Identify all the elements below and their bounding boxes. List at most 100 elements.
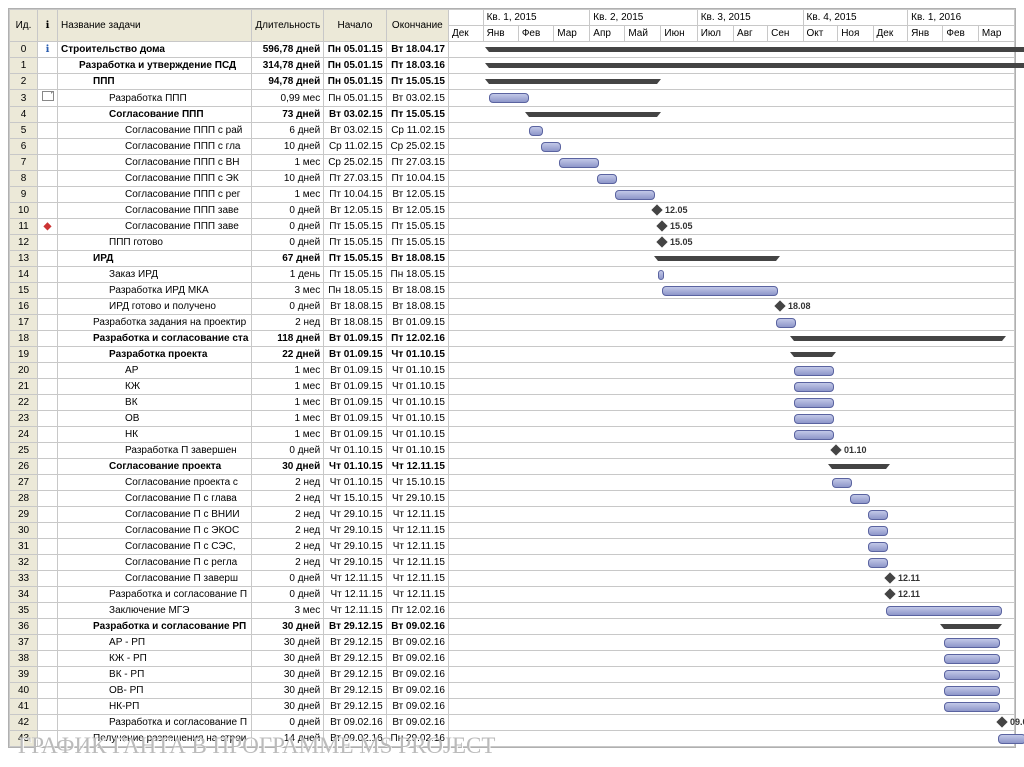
gantt-cell[interactable] [448, 523, 1014, 539]
task-bar[interactable] [794, 414, 834, 424]
gantt-cell[interactable] [448, 267, 1014, 283]
milestone-icon[interactable] [656, 236, 667, 247]
task-row[interactable]: 8Согласование ППП с ЭК10 днейПт 27.03.15… [10, 171, 1015, 187]
task-row[interactable]: 1Разработка и утверждение ПСД314,78 дней… [10, 58, 1015, 74]
task-row[interactable]: 35Заключение МГЭ3 месЧт 12.11.15Пт 12.02… [10, 603, 1015, 619]
gantt-cell[interactable] [448, 251, 1014, 267]
task-bar[interactable] [794, 366, 834, 376]
col-id[interactable]: Ид. [10, 10, 38, 42]
gantt-cell[interactable] [448, 411, 1014, 427]
gantt-cell[interactable] [448, 331, 1014, 347]
col-duration[interactable]: Длительность [252, 10, 324, 42]
gantt-cell[interactable] [448, 139, 1014, 155]
task-row[interactable]: 40ОВ- РП30 днейВт 29.12.15Вт 09.02.16 [10, 683, 1015, 699]
gantt-cell[interactable] [448, 379, 1014, 395]
task-bar[interactable] [944, 686, 1000, 696]
gantt-cell[interactable] [448, 315, 1014, 331]
task-row[interactable]: 39ВК - РП30 днейВт 29.12.15Вт 09.02.16 [10, 667, 1015, 683]
task-row[interactable]: 9Согласование ППП с рег1 месПт 10.04.15В… [10, 187, 1015, 203]
task-row[interactable]: 10Согласование ППП заве0 днейВт 12.05.15… [10, 203, 1015, 219]
task-row[interactable]: 32Согласование П с регла2 недЧт 29.10.15… [10, 555, 1015, 571]
col-indicator[interactable]: ℹ [38, 10, 58, 42]
task-row[interactable]: 36Разработка и согласование РП30 днейВт … [10, 619, 1015, 635]
gantt-cell[interactable] [448, 619, 1014, 635]
task-row[interactable]: 5Согласование ППП с рай6 днейВт 03.02.15… [10, 123, 1015, 139]
task-row[interactable]: 21КЖ1 месВт 01.09.15Чт 01.10.15 [10, 379, 1015, 395]
task-bar[interactable] [868, 558, 888, 568]
task-row[interactable]: 13ИРД67 днейПт 15.05.15Вт 18.08.15 [10, 251, 1015, 267]
col-end[interactable]: Окончание [386, 10, 448, 42]
gantt-cell[interactable] [448, 667, 1014, 683]
milestone-icon[interactable] [830, 444, 841, 455]
gantt-cell[interactable] [448, 731, 1014, 747]
task-bar[interactable] [794, 382, 834, 392]
task-row[interactable]: 11◆Согласование ППП заве0 днейПт 15.05.1… [10, 219, 1015, 235]
summary-bar[interactable] [794, 336, 1002, 341]
task-row[interactable]: 3Разработка ППП0,99 месПн 05.01.15Вт 03.… [10, 90, 1015, 107]
gantt-cell[interactable] [448, 491, 1014, 507]
task-row[interactable]: 7Согласование ППП с ВН1 месСр 25.02.15Пт… [10, 155, 1015, 171]
task-row[interactable]: 28Согласование П с глава2 недЧт 15.10.15… [10, 491, 1015, 507]
task-row[interactable]: 41НК-РП30 днейВт 29.12.15Вт 09.02.16 [10, 699, 1015, 715]
gantt-cell[interactable] [448, 507, 1014, 523]
task-row[interactable]: 25Разработка П завершен0 днейЧт 01.10.15… [10, 443, 1015, 459]
gantt-cell[interactable] [448, 395, 1014, 411]
summary-bar[interactable] [658, 256, 776, 261]
task-row[interactable]: 24НК1 месВт 01.09.15Чт 01.10.15 [10, 427, 1015, 443]
gantt-cell[interactable]: 12.11 [448, 587, 1014, 603]
gantt-cell[interactable]: 15.05 [448, 235, 1014, 251]
task-row[interactable]: 38КЖ - РП30 днейВт 29.12.15Вт 09.02.16 [10, 651, 1015, 667]
task-bar[interactable] [868, 510, 888, 520]
task-row[interactable]: 30Согласование П с ЭКОС2 недЧт 29.10.15Ч… [10, 523, 1015, 539]
task-row[interactable]: 31Согласование П с СЭС,2 недЧт 29.10.15Ч… [10, 539, 1015, 555]
task-row[interactable]: 27Согласование проекта с2 недЧт 01.10.15… [10, 475, 1015, 491]
task-row[interactable]: 12ППП готово0 днейПт 15.05.15Пт 15.05.15… [10, 235, 1015, 251]
gantt-cell[interactable] [448, 107, 1014, 123]
task-bar[interactable] [944, 702, 1000, 712]
task-bar[interactable] [886, 606, 1002, 616]
task-bar[interactable] [489, 93, 529, 103]
task-row[interactable]: 6Согласование ППП с гла10 днейСр 11.02.1… [10, 139, 1015, 155]
gantt-cell[interactable] [448, 603, 1014, 619]
gantt-cell[interactable] [448, 58, 1014, 74]
summary-bar[interactable] [489, 79, 657, 84]
milestone-icon[interactable] [651, 204, 662, 215]
gantt-cell[interactable] [448, 427, 1014, 443]
summary-bar[interactable] [944, 624, 998, 629]
task-row[interactable]: 37АР - РП30 днейВт 29.12.15Вт 09.02.16 [10, 635, 1015, 651]
task-bar[interactable] [662, 286, 778, 296]
task-row[interactable]: 14Заказ ИРД1 деньПт 15.05.15Пн 18.05.15 [10, 267, 1015, 283]
gantt-cell[interactable] [448, 347, 1014, 363]
summary-bar[interactable] [832, 464, 886, 469]
milestone-icon[interactable] [884, 588, 895, 599]
task-row[interactable]: 22ВК1 месВт 01.09.15Чт 01.10.15 [10, 395, 1015, 411]
milestone-icon[interactable] [656, 220, 667, 231]
gantt-cell[interactable] [448, 699, 1014, 715]
col-name[interactable]: Название задачи [58, 10, 252, 42]
gantt-cell[interactable] [448, 651, 1014, 667]
task-row[interactable]: 18Разработка и согласование ста118 днейВ… [10, 331, 1015, 347]
task-bar[interactable] [529, 126, 543, 136]
task-row[interactable]: 33Согласование П заверш0 днейЧт 12.11.15… [10, 571, 1015, 587]
task-bar[interactable] [944, 638, 1000, 648]
summary-bar[interactable] [489, 47, 1024, 52]
gantt-cell[interactable] [448, 539, 1014, 555]
task-row[interactable]: 15Разработка ИРД МКА3 месПн 18.05.15Вт 1… [10, 283, 1015, 299]
task-row[interactable]: 2ППП94,78 днейПн 05.01.15Пт 15.05.15 [10, 74, 1015, 90]
task-row[interactable]: 23ОВ1 месВт 01.09.15Чт 01.10.15 [10, 411, 1015, 427]
milestone-icon[interactable] [774, 300, 785, 311]
gantt-cell[interactable] [448, 459, 1014, 475]
task-bar[interactable] [868, 542, 888, 552]
gantt-cell[interactable] [448, 155, 1014, 171]
task-bar[interactable] [944, 654, 1000, 664]
task-bar[interactable] [868, 526, 888, 536]
gantt-cell[interactable] [448, 475, 1014, 491]
task-bar[interactable] [658, 270, 664, 280]
gantt-cell[interactable] [448, 171, 1014, 187]
task-bar[interactable] [559, 158, 599, 168]
summary-bar[interactable] [794, 352, 832, 357]
task-row[interactable]: 26Согласование проекта30 днейЧт 01.10.15… [10, 459, 1015, 475]
task-row[interactable]: 29Согласование П с ВНИИ2 недЧт 29.10.15Ч… [10, 507, 1015, 523]
task-row[interactable]: 16ИРД готово и получено0 днейВт 18.08.15… [10, 299, 1015, 315]
summary-bar[interactable] [529, 112, 657, 117]
